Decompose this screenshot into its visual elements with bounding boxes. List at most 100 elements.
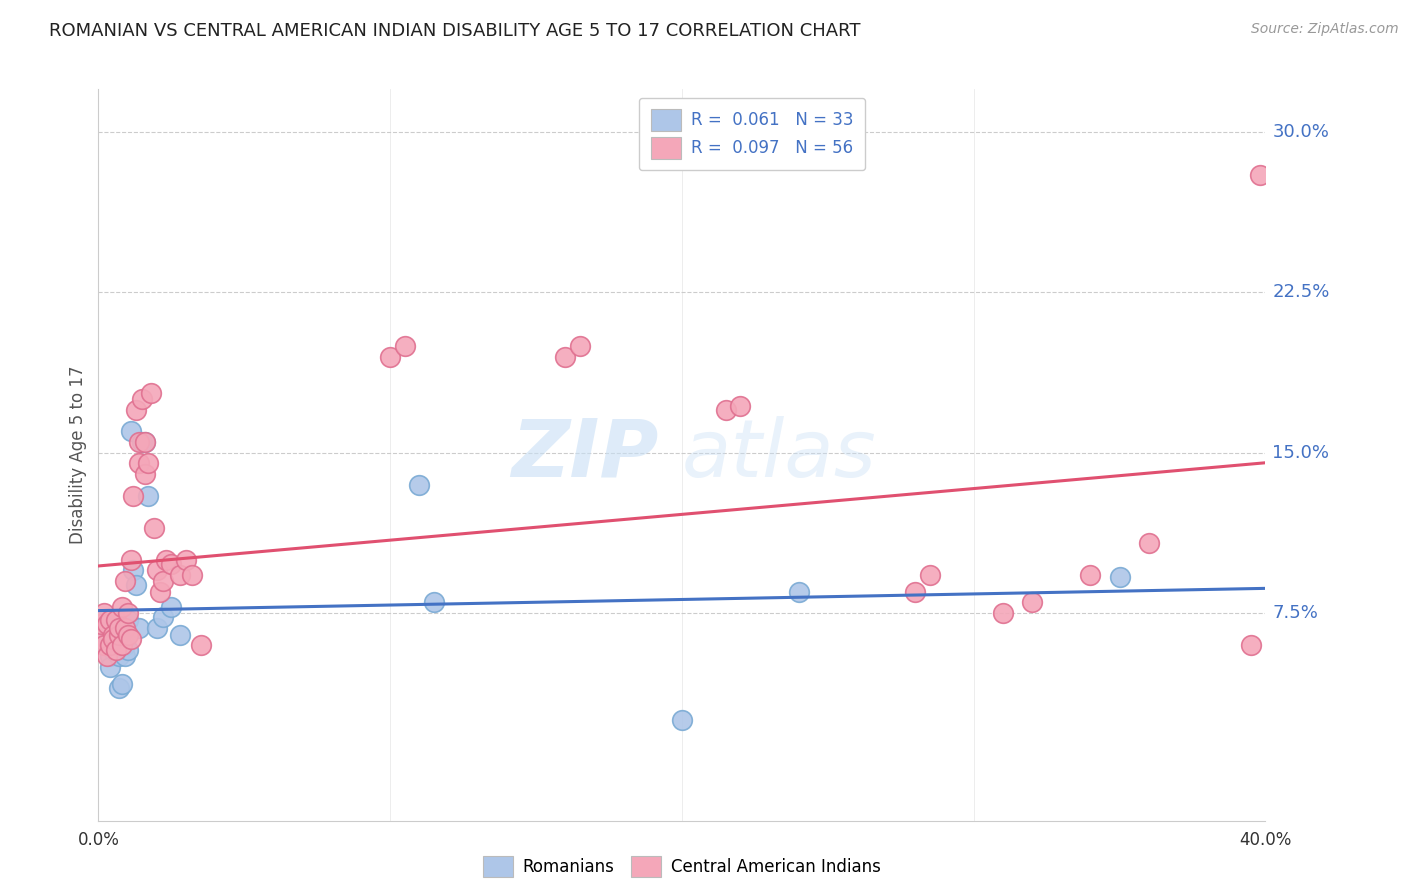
Point [128,435,150,450]
Point [728,399,751,413]
Text: ZIP: ZIP [512,416,658,494]
Text: 30.0%: 30.0% [1272,123,1329,141]
Point [174,552,197,566]
Text: 15.0%: 15.0% [1272,444,1330,462]
Point [111,599,134,614]
Point [96,648,118,663]
Point [991,606,1014,620]
Point [108,648,131,663]
Point [90,632,112,646]
Point [149,584,172,599]
Point [160,599,183,614]
Point [131,435,153,450]
Point [180,567,202,582]
Point [134,435,156,450]
Point [1080,567,1102,582]
Point [120,425,142,439]
Point [114,648,136,663]
Point [93,632,115,646]
Point [96,616,118,631]
Point [128,457,150,471]
Point [190,638,212,652]
Point [169,567,191,582]
Point [111,621,134,635]
Point [117,613,139,627]
Point [98,638,121,652]
Point [128,621,150,635]
Point [90,616,112,631]
Point [671,713,693,727]
Point [111,638,134,652]
Point [101,632,124,646]
Point [122,489,145,503]
Point [155,552,177,566]
Point [111,677,134,691]
Point [125,403,148,417]
Point [98,613,121,627]
Text: 40.0%: 40.0% [1239,831,1292,849]
Point [90,632,112,646]
Point [152,574,174,588]
Point [98,648,121,663]
Point [136,489,159,503]
Point [93,638,115,652]
Point [122,563,145,577]
Point [423,595,446,609]
Point [568,339,591,353]
Point [394,339,416,353]
Point [904,584,927,599]
Point [136,457,159,471]
Point [1021,595,1043,609]
Legend: Romanians, Central American Indians: Romanians, Central American Indians [474,847,890,886]
Text: 0.0%: 0.0% [77,831,120,849]
Point [120,552,142,566]
Point [108,621,131,635]
Point [104,616,127,631]
Point [378,350,402,364]
Point [108,627,131,641]
Point [1240,638,1263,652]
Point [125,578,148,592]
Point [120,632,142,646]
Point [101,627,124,641]
Point [96,638,118,652]
Text: Source: ZipAtlas.com: Source: ZipAtlas.com [1251,22,1399,37]
Text: ROMANIAN VS CENTRAL AMERICAN INDIAN DISABILITY AGE 5 TO 17 CORRELATION CHART: ROMANIAN VS CENTRAL AMERICAN INDIAN DISA… [49,22,860,40]
Point [104,627,127,641]
Y-axis label: Disability Age 5 to 17: Disability Age 5 to 17 [69,366,87,544]
Point [101,632,124,646]
Point [131,392,153,407]
Point [114,621,136,635]
Point [146,621,169,635]
Point [554,350,576,364]
Point [142,521,165,535]
Point [1108,570,1130,584]
Point [918,567,941,582]
Point [787,584,810,599]
Text: 7.5%: 7.5% [1272,604,1319,623]
Point [146,563,169,577]
Point [169,627,191,641]
Point [1249,168,1271,182]
Point [104,613,127,627]
Point [104,642,127,657]
Point [117,606,139,620]
Point [101,642,124,657]
Point [117,627,139,641]
Point [714,403,737,417]
Point [134,435,156,450]
Point [114,638,136,652]
Point [152,610,174,624]
Point [114,574,136,588]
Point [1137,535,1160,549]
Point [160,557,183,571]
Text: 22.5%: 22.5% [1272,284,1330,301]
Point [108,681,131,695]
Point [408,478,430,492]
Point [93,606,115,620]
Point [134,467,156,482]
Point [98,659,121,673]
Text: atlas: atlas [682,416,877,494]
Point [139,385,162,400]
Point [117,642,139,657]
